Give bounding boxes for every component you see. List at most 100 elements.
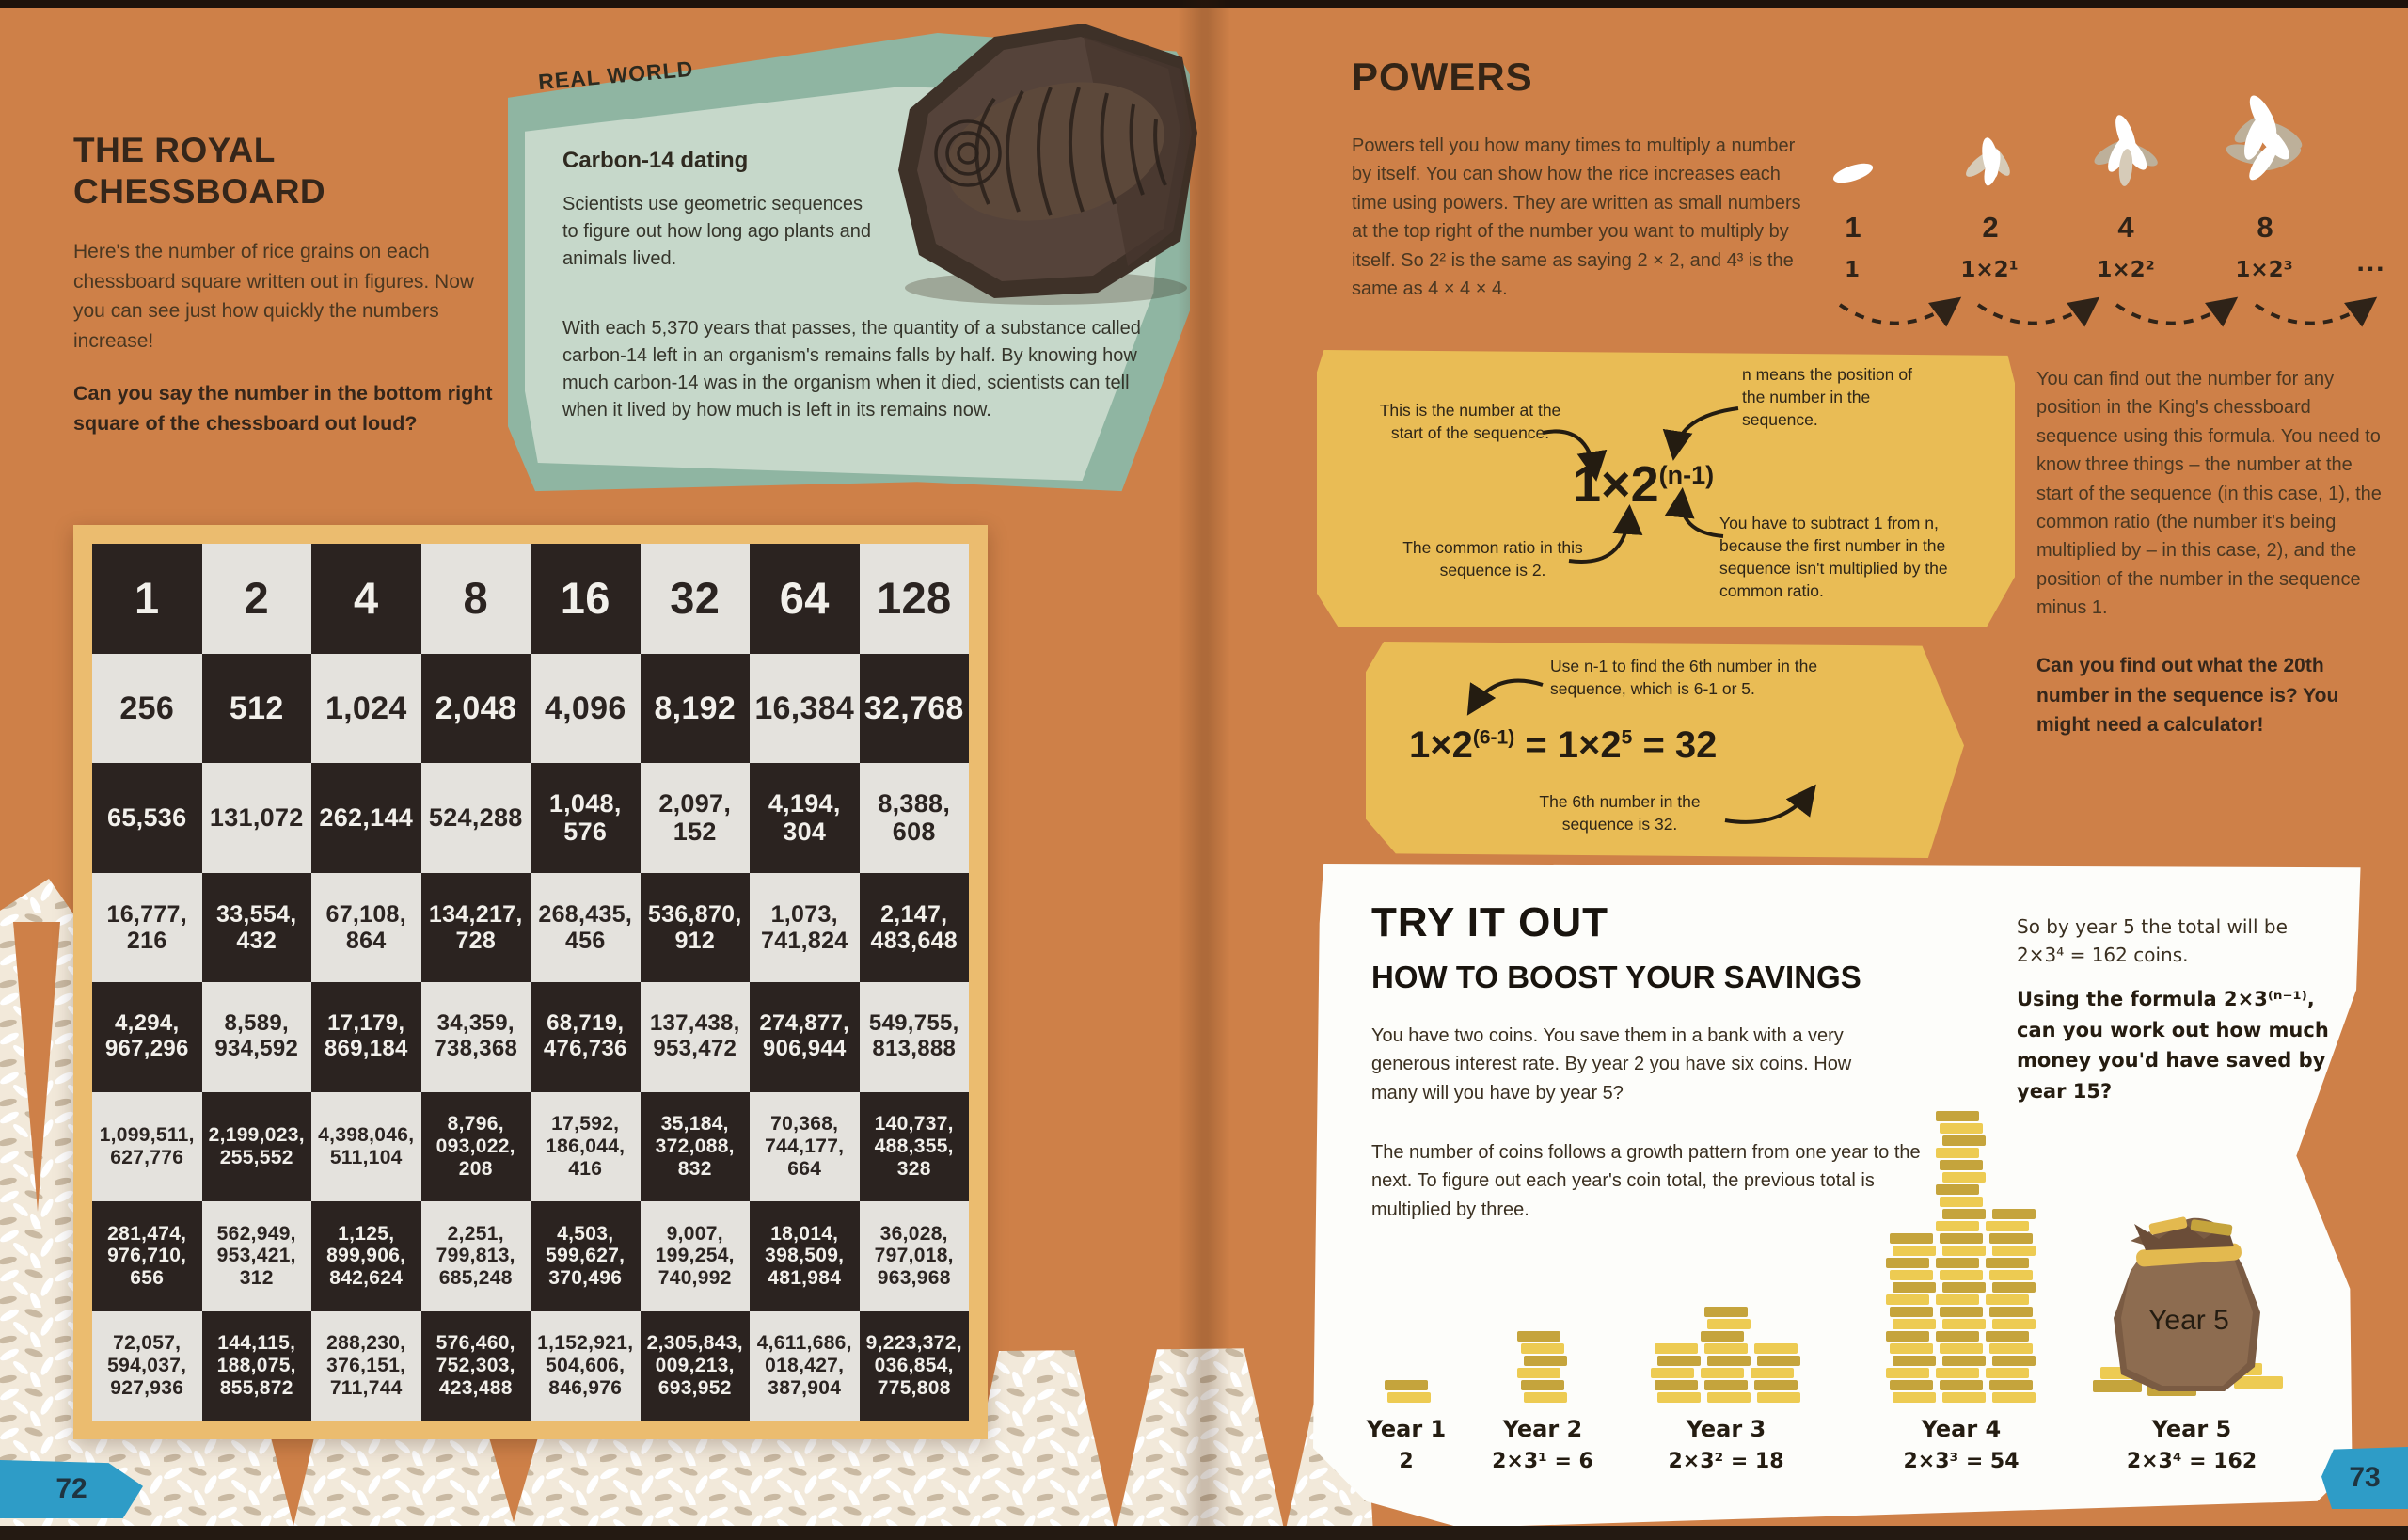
- chessboard-cell: 70,368, 744,177, 664: [750, 1091, 860, 1201]
- dashed-arrow-icon: [1838, 296, 1962, 327]
- chessboard-cell: 128: [859, 544, 969, 654]
- year-label: Year 4: [1921, 1416, 2002, 1442]
- coin-icon: [1886, 1331, 1929, 1342]
- chessboard-cell: 8,388, 608: [859, 763, 969, 873]
- coin-icon: [1940, 1343, 1983, 1354]
- year-formula: 2×3² = 18: [1668, 1450, 1784, 1473]
- year-column: Year 3 2×3² = 18: [1618, 1305, 1834, 1473]
- chessboard-cell: 2,251, 799,813, 685,248: [420, 1201, 531, 1311]
- trilobite-fossil-photo: [898, 24, 1197, 305]
- chessboard-cell: 268,435, 456: [531, 872, 641, 982]
- formula-note-ratio: The common ratio in this sequence is 2.: [1402, 538, 1583, 580]
- chessboard-cell: 4,096: [531, 653, 641, 763]
- chessboard-cell: 72,057, 594,037, 927,936: [92, 1310, 202, 1421]
- orange-spike: [13, 922, 60, 1212]
- right-page-title: POWERS: [1352, 55, 1533, 99]
- page-number: 72: [55, 1473, 87, 1504]
- chessboard-cell: 2,147, 483,648: [859, 872, 969, 982]
- chessboard-row: 16,777, 216 33,554, 432 67,108, 864 134,217…: [92, 872, 969, 982]
- chessboard-cell: 549,755, 813,888: [859, 982, 969, 1092]
- chessboard-cell: 256: [92, 653, 202, 763]
- money-bag-icon: Year 5: [2093, 1216, 2283, 1396]
- curved-arrow-icon: [1568, 504, 1643, 564]
- chessboard-cell: 4,194, 304: [750, 763, 860, 873]
- coin-icon: [1754, 1343, 1798, 1354]
- chessboard-row: 1,099,511, 627,776 2,199,023, 255,552 4,39…: [92, 1091, 969, 1201]
- power-formula: 1: [1844, 258, 1860, 282]
- left-page-question: Can you say the number in the bottom rig…: [73, 382, 493, 436]
- orange-spike: [489, 1437, 538, 1522]
- chessboard-cell: 524,288: [420, 763, 531, 873]
- coin-icon: [1657, 1356, 1701, 1366]
- coin-icon: [1655, 1380, 1698, 1390]
- chessboard-row: 256 512 1,024 2,048 4,096 8,192 16,384 32,768: [92, 653, 969, 763]
- side-explanation: You can find out the number for any posi…: [2036, 369, 2382, 619]
- chessboard-cell: 67,108, 864: [311, 872, 421, 982]
- coin-stack: [1886, 1109, 2036, 1403]
- coin-icon: [1657, 1392, 1701, 1403]
- chessboard-cell: 140,737, 488,355, 328: [859, 1091, 969, 1201]
- coin-icon: [1942, 1356, 1986, 1366]
- coin-stack: [1517, 1329, 1567, 1403]
- coin-icon: [1942, 1319, 1986, 1329]
- royal-chessboard: 1 2 4 8 16 32 64 128 256 512 1,024 2,048 4,096 8,192 1…: [73, 525, 988, 1439]
- chessboard-cell: 9,007, 199,254, 740,992: [640, 1201, 750, 1311]
- year-label: Year 3: [1686, 1416, 1766, 1442]
- sequence-formula: 1×2(n-1): [1573, 455, 1714, 514]
- chessboard-cell: 36,028, 797,018, 963,968: [859, 1201, 969, 1311]
- right-page-intro: Powers tell you how many times to multip…: [1352, 135, 1801, 299]
- rice-grain-background: [0, 879, 1373, 1533]
- chessboard-cell: 274,877, 906,944: [750, 982, 860, 1092]
- chessboard-cell: 512: [201, 653, 311, 763]
- try-it-out-paragraph: The number of coins follows a growth pat…: [1371, 1142, 1921, 1220]
- coin-years-row: Year 1 2 Year 2 2×3¹ = 6 Year 3 2×3² = 1…: [1345, 1109, 2305, 1473]
- chessboard-cell: 8,796, 093,022, 208: [420, 1091, 531, 1201]
- formula-note-start: This is the number at the start of the s…: [1379, 401, 1561, 443]
- chessboard-cell: 33,554, 432: [201, 872, 311, 982]
- coin-icon: [1886, 1258, 1929, 1268]
- try-it-out-subtitle: HOW TO BOOST YOUR SAVINGS: [1371, 960, 1861, 994]
- chessboard-cell: 34,359, 738,368: [420, 982, 531, 1092]
- coin-icon: [1942, 1209, 1986, 1219]
- year-column: Year 2 2×3¹ = 6: [1467, 1329, 1618, 1473]
- coin-icon: [1704, 1307, 1748, 1317]
- coin-stack: [1751, 1342, 1800, 1403]
- coin-stack: [1385, 1378, 1431, 1403]
- rice-grains-illustration: [1832, 95, 2378, 327]
- coin-icon: [1986, 1368, 2029, 1378]
- real-world-body: With each 5,370 years that passes, the q…: [562, 318, 1141, 421]
- chessboard-cell: 32: [640, 544, 750, 654]
- page-number: 73: [2349, 1462, 2381, 1493]
- try-it-out-question: Using the formula 2×3⁽ⁿ⁻¹⁾, can you work…: [2017, 988, 2329, 1103]
- power-formula: 1×2²: [2097, 258, 2155, 282]
- coin-icon: [1936, 1148, 1979, 1158]
- chessboard-cell: 1,152,921, 504,606, 846,976: [531, 1310, 641, 1421]
- rice-grains-icon: [2094, 115, 2158, 186]
- chessboard-cell: 1,099,511, 627,776: [92, 1091, 202, 1201]
- coin-icon: [1701, 1368, 1744, 1378]
- coin-icon: [1385, 1380, 1428, 1390]
- coin-stack: [1986, 1207, 2036, 1403]
- coin-icon: [1890, 1270, 1933, 1280]
- coin-icon: [1707, 1319, 1751, 1329]
- chessboard-cell: 1,024: [311, 653, 421, 763]
- chessboard-cell: 4,294, 967,296: [92, 982, 202, 1092]
- coin-icon: [1936, 1258, 1979, 1268]
- chessboard-cell: 2: [201, 544, 311, 654]
- example-note-top: Use n-1 to find the 6th number in the se…: [1550, 657, 1818, 699]
- chessboard-cell: 562,949, 953,421, 312: [201, 1201, 311, 1311]
- real-world-heading: Carbon-14 dating: [562, 148, 749, 173]
- ellipsis: ...: [2356, 246, 2386, 278]
- coin-icon: [1751, 1368, 1794, 1378]
- chessboard-cell: 9,223,372, 036,854, 775,808: [859, 1310, 969, 1421]
- chessboard-cell: 8,589, 934,592: [201, 982, 311, 1092]
- chessboard-cell: 64: [750, 544, 860, 654]
- chessboard-cell: 1,125, 899,906, 842,624: [311, 1201, 421, 1311]
- chessboard-cell: 68,719, 476,736: [531, 982, 641, 1092]
- formula-arrows: [1542, 406, 1739, 564]
- coin-icon: [1893, 1246, 1936, 1256]
- coin-stack: [1936, 1109, 1986, 1403]
- coin-icon: [1989, 1233, 2033, 1244]
- coin-icon: [1651, 1368, 1694, 1378]
- coin-icon: [1940, 1270, 1983, 1280]
